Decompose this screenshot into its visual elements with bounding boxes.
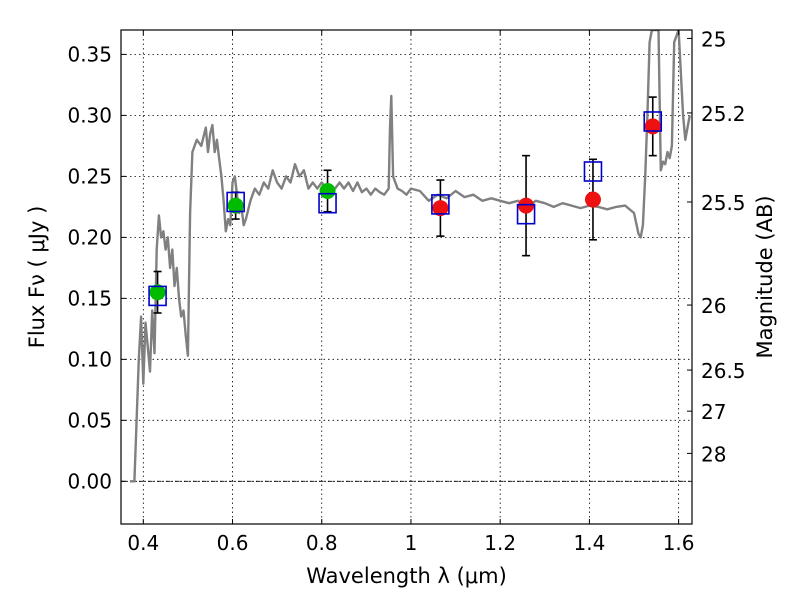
- data-point: [149, 284, 166, 301]
- grid-layer: [121, 30, 692, 524]
- tick-layer: [121, 30, 692, 524]
- magnitude-tick-label: 28: [701, 442, 726, 466]
- data-point: [584, 191, 601, 208]
- magnitude-tick-label: 26: [701, 294, 726, 318]
- y-tick-label: 0.05: [67, 408, 112, 432]
- magnitude-tick-label: 25.2: [701, 102, 746, 126]
- data-point: [227, 197, 244, 214]
- y-tick-label: 0.00: [67, 469, 112, 493]
- y-tick-label: 0.15: [67, 286, 112, 310]
- magnitude-tick-label: 27: [701, 400, 726, 424]
- x-tick-label: 1.2: [484, 531, 516, 555]
- data-point: [432, 200, 449, 217]
- data-point: [644, 118, 661, 135]
- magnitude-tick-label: 25.5: [701, 191, 746, 215]
- x-tick-label: 0.8: [306, 531, 338, 555]
- plot-frame: [120, 29, 693, 525]
- y-axis-title: Flux Fν ( μJy ): [25, 206, 49, 349]
- model-photometry-square: [583, 161, 603, 182]
- model-photometry-square: [431, 194, 450, 215]
- y-tick-label: 0.20: [67, 225, 112, 249]
- frame-layer: [120, 29, 693, 525]
- x-tick-label: 0.4: [127, 531, 159, 555]
- y-tick-label: 0.30: [67, 103, 112, 127]
- x-axis-title: Wavelength λ (μm): [306, 564, 507, 588]
- model-photometry-square: [318, 192, 337, 214]
- magnitude-tick-label: 25: [701, 27, 726, 51]
- model-photometry-square: [226, 191, 245, 213]
- data-point: [319, 183, 336, 200]
- x-tick-label: 1.4: [573, 531, 605, 555]
- x-tick-label: 0.6: [217, 531, 249, 555]
- y-tick-label: 0.35: [67, 42, 112, 66]
- square-layer: [148, 111, 663, 307]
- data-point: [518, 197, 535, 214]
- magnitude-tick-label: 26.5: [701, 359, 746, 383]
- model-photometry-square: [148, 285, 167, 307]
- x-tick-label: 1: [405, 531, 418, 555]
- model-photometry-square: [516, 203, 536, 225]
- x-tick-label: 1.6: [663, 531, 695, 555]
- y-tick-label: 0.25: [67, 164, 112, 188]
- y-tick-label: 0.10: [67, 347, 112, 371]
- label-layer: 0.4 0.6 0.8 1 1.2 1.4 1.6 0.00 0.05 0.10 0.15 0.20 0…: [25, 27, 777, 588]
- model-photometry-square: [643, 111, 663, 132]
- right-axis-title: Magnitude (AB): [753, 195, 777, 358]
